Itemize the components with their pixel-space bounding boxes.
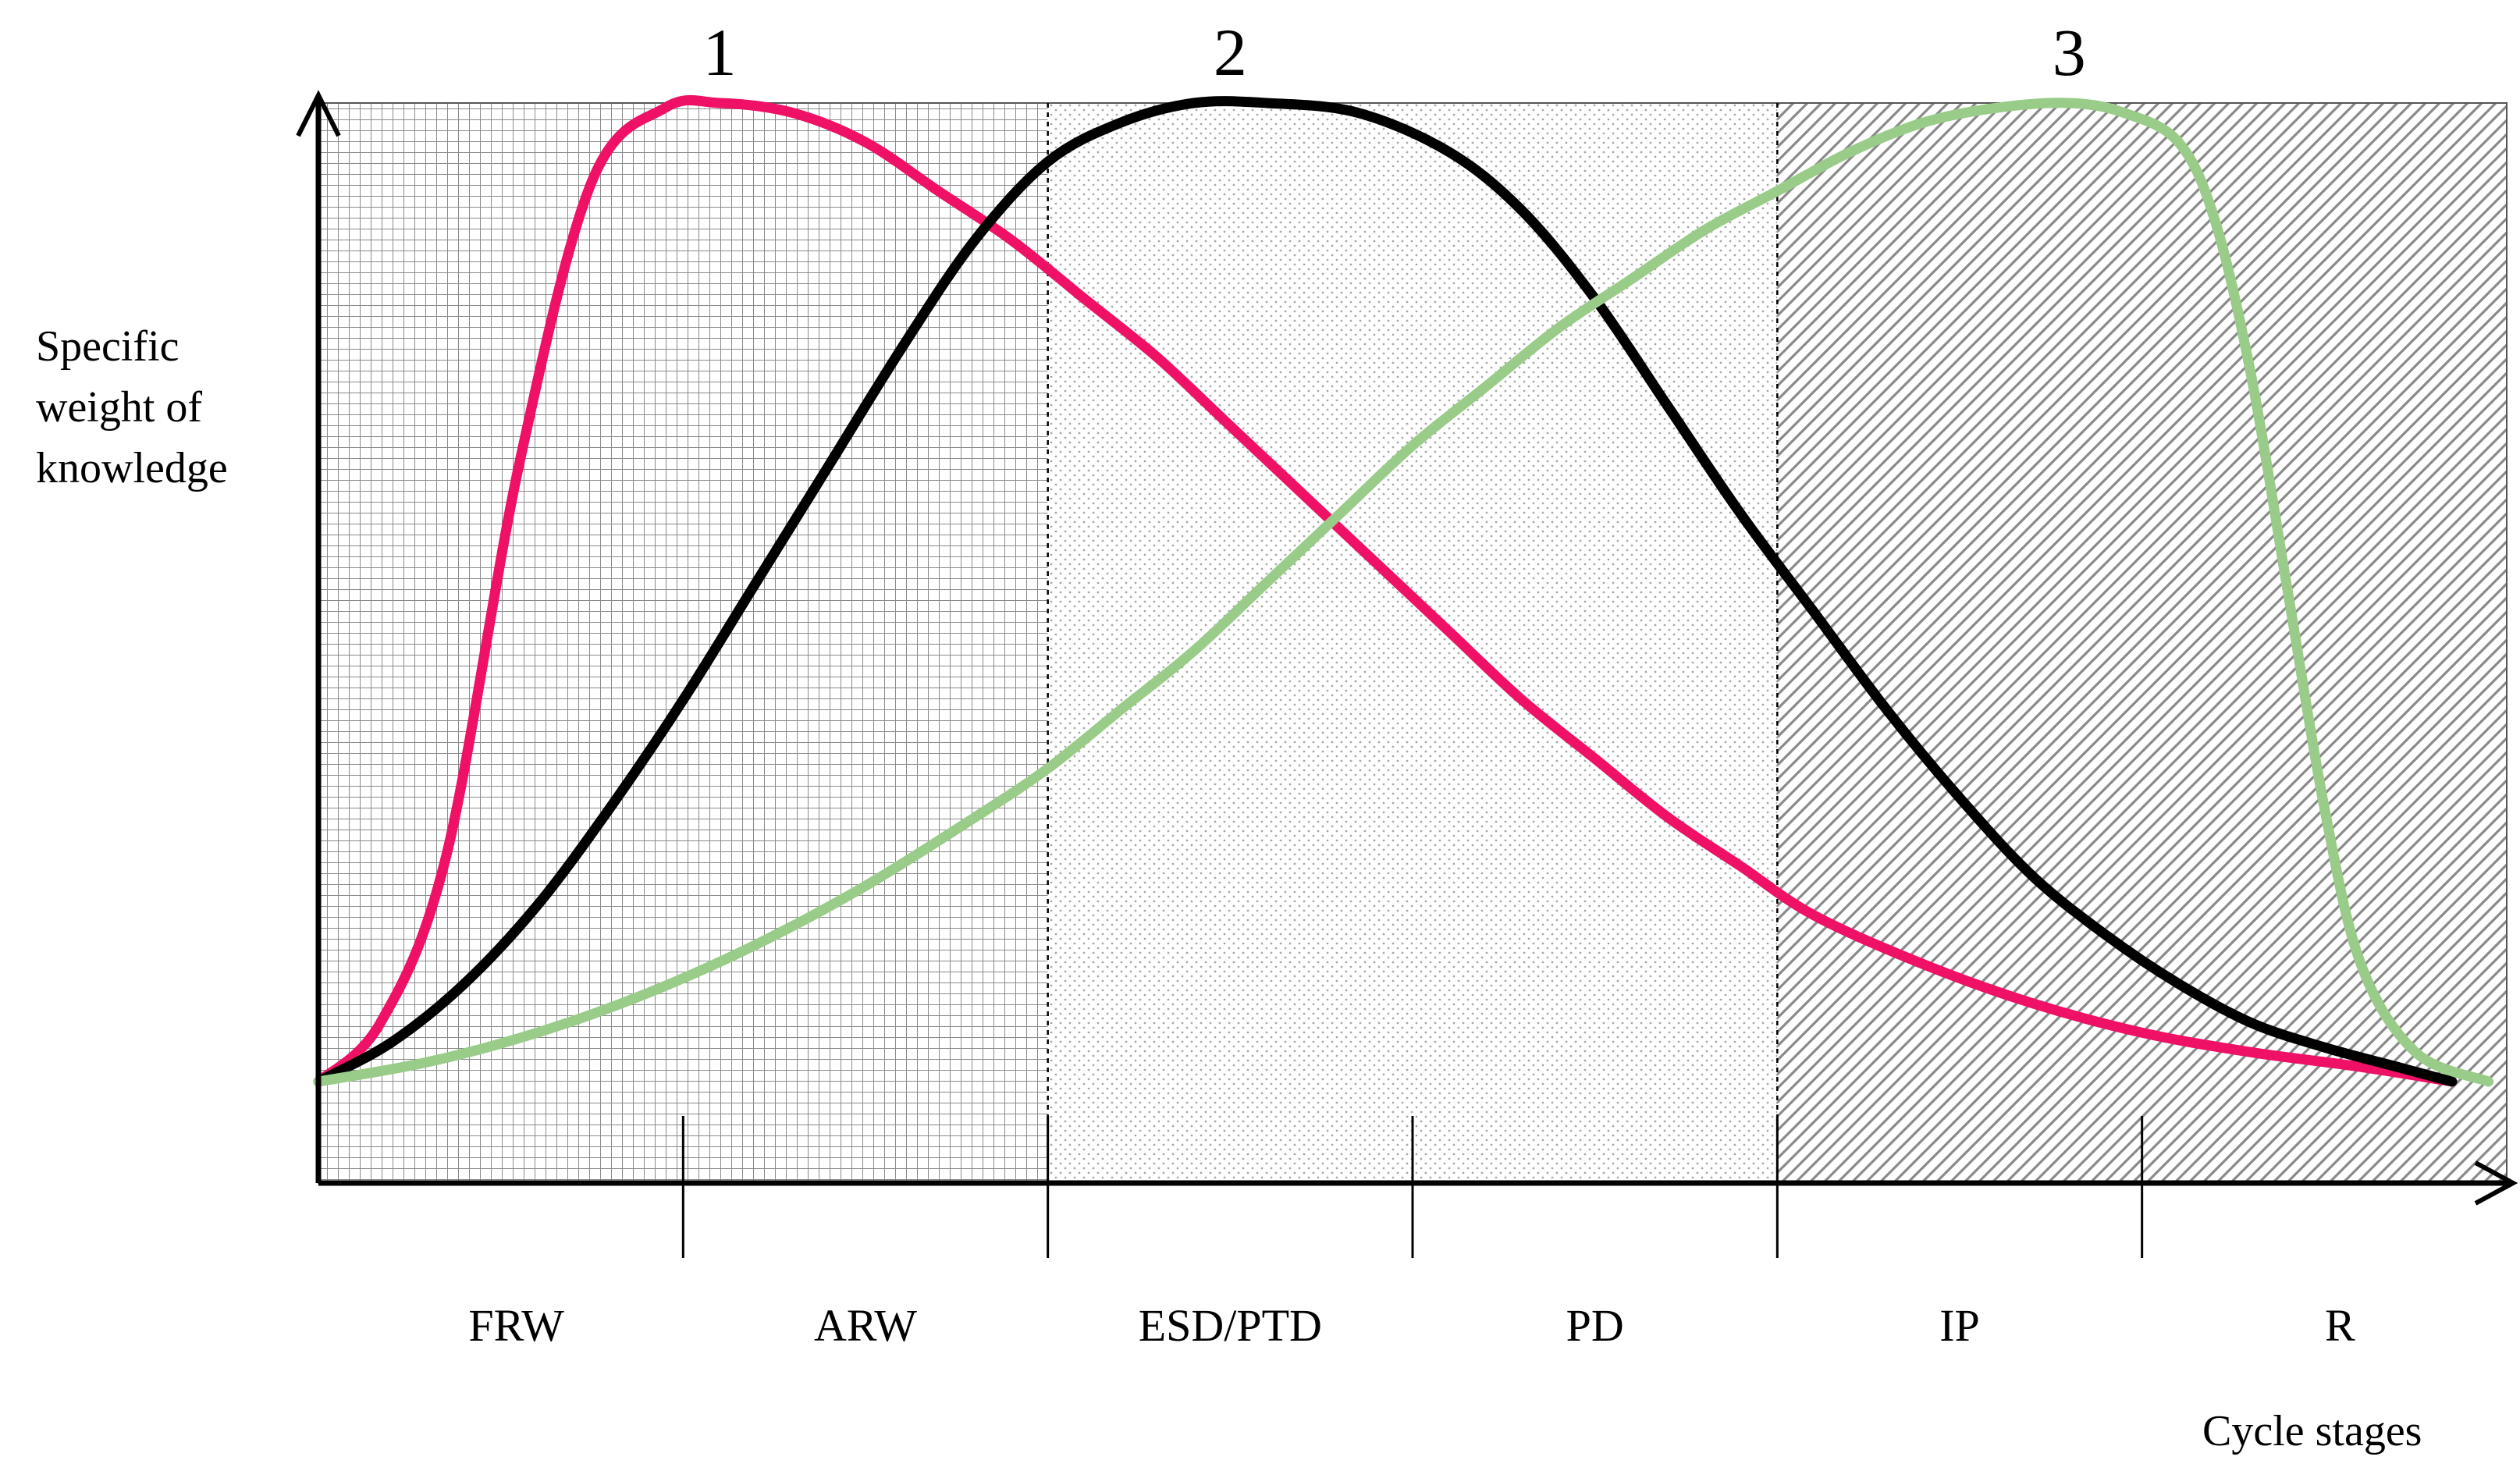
curve-number-labels: 1 2 3 [703,15,2086,90]
y-axis-label-line-3: knowledge [36,444,228,492]
y-axis-label-line-2: weight of [36,383,202,432]
y-axis-label-line-1: Specific [36,322,179,371]
curve-label-1: 1 [703,15,737,90]
x-tick-label-3: ESD/PTD [1139,1300,1322,1351]
x-tick-label-4: PD [1566,1300,1624,1351]
x-tick-label-1: FRW [468,1300,564,1351]
region-2 [1047,103,1778,1183]
stage-regions [318,102,2508,1184]
x-axis-ticks [681,1116,2144,1258]
x-tick-label-5: IP [1939,1300,1980,1351]
x-tick-label-6: R [2325,1300,2355,1351]
region-3 [1777,103,2507,1183]
x-tick-label-2: ARW [814,1300,917,1351]
curve-1 [313,94,2458,1087]
x-axis-arrow [2474,1160,2518,1206]
region-dividers [1047,103,1779,1183]
curve-label-2: 2 [1214,15,1247,90]
y-axis-arrow [296,90,341,137]
x-tick-labels: FRW ARW ESD/PTD PD IP R [468,1300,2355,1351]
curve-series [313,94,2494,1087]
curve-2 [313,96,2458,1087]
x-axis-label: Cycle stages [2202,1407,2422,1455]
curve-label-3: 3 [2053,15,2086,90]
curve-3 [313,98,2494,1087]
axes [296,90,2518,1206]
